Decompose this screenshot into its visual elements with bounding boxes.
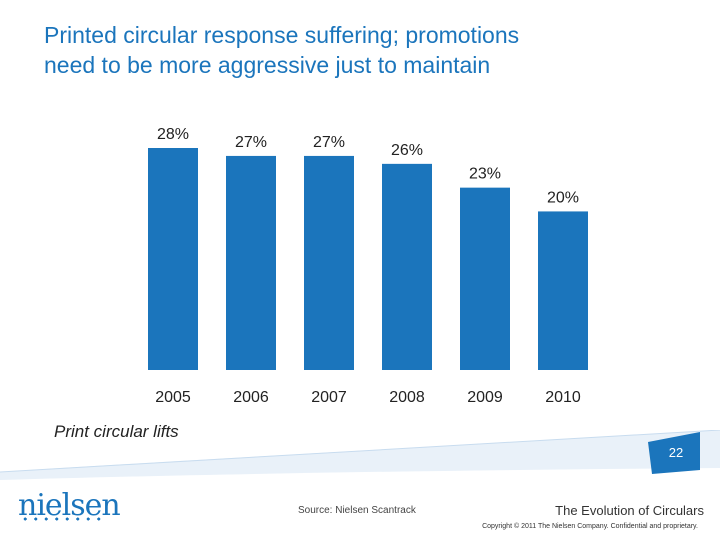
footer-swoosh bbox=[0, 430, 720, 540]
bar-2008 bbox=[382, 163, 432, 370]
value-label-2006: 27% bbox=[235, 134, 267, 151]
slide-title: Printed circular response suffering; pro… bbox=[44, 20, 684, 80]
category-label-2007: 2007 bbox=[311, 389, 347, 406]
category-label-2005: 2005 bbox=[155, 389, 191, 406]
category-label-2006: 2006 bbox=[233, 389, 269, 406]
bar-2007 bbox=[304, 155, 354, 370]
value-label-2009: 23% bbox=[469, 166, 501, 183]
slide-title-line-1: Printed circular response suffering; pro… bbox=[44, 22, 520, 48]
source-note: Source: Nielsen Scantrack bbox=[298, 505, 416, 516]
value-label-2007: 27% bbox=[313, 134, 345, 151]
copyright-note: Copyright © 2011 The Nielsen Company. Co… bbox=[482, 523, 698, 530]
page-number-badge bbox=[648, 432, 700, 474]
bar-chart: 28% 2005 27% 2006 27% 2007 26% 2008 23% 2009 20% 20… bbox=[148, 126, 588, 406]
value-label-2010: 20% bbox=[547, 189, 579, 206]
deck-title: The Evolution of Circulars bbox=[555, 503, 704, 518]
category-label-2010: 2010 bbox=[545, 389, 581, 406]
bar-2006 bbox=[226, 155, 276, 370]
category-label-2008: 2008 bbox=[389, 389, 425, 406]
nielsen-logo-dots bbox=[20, 517, 102, 521]
bar-2009 bbox=[460, 187, 510, 370]
value-label-2005: 28% bbox=[157, 126, 189, 143]
value-label-2008: 26% bbox=[391, 142, 423, 159]
bar-2005 bbox=[148, 148, 198, 370]
category-label-2009: 2009 bbox=[467, 389, 503, 406]
slide-title-line-2: need to be more aggressive just to maint… bbox=[44, 52, 491, 78]
page-number: 22 bbox=[668, 445, 684, 460]
chart-subtitle: Print circular lifts bbox=[54, 422, 179, 441]
bar-2010 bbox=[538, 211, 588, 370]
